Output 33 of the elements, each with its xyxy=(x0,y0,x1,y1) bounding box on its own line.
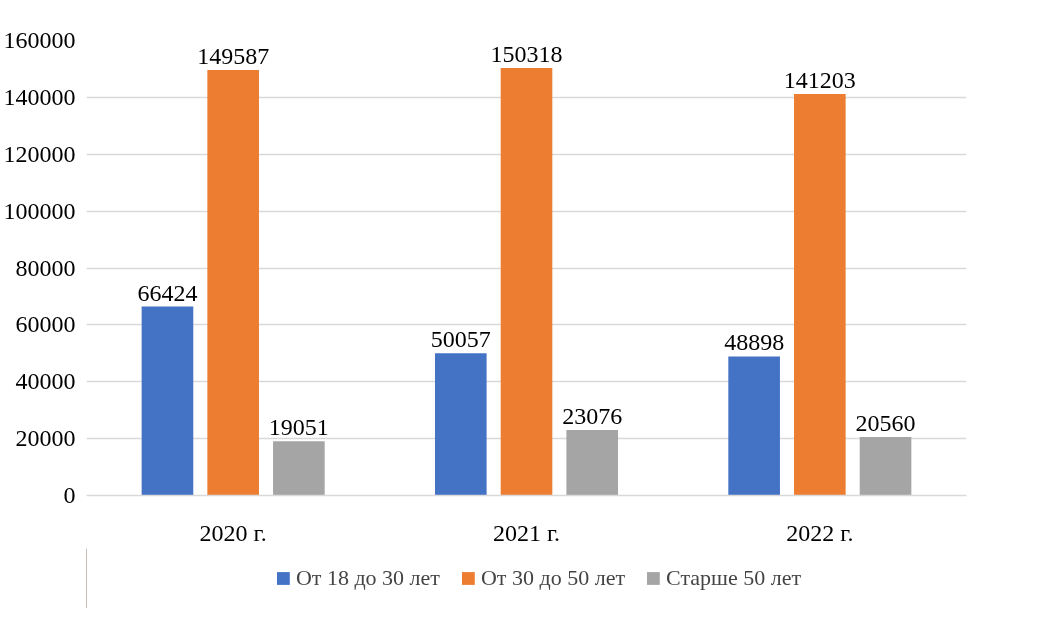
bar xyxy=(207,70,259,496)
data-label: 20560 xyxy=(855,410,916,437)
bar xyxy=(273,441,325,496)
y-tick-label: 20000 xyxy=(15,425,76,452)
bar xyxy=(566,429,619,496)
bar xyxy=(794,93,846,496)
data-label: 141203 xyxy=(783,66,856,93)
data-label: 23076 xyxy=(562,402,623,429)
y-tick-label: 60000 xyxy=(15,311,76,338)
y-tick-label: 80000 xyxy=(15,254,76,281)
bar xyxy=(141,306,194,496)
y-tick-label: 100000 xyxy=(3,197,76,224)
y-tick-label: 120000 xyxy=(3,140,76,167)
data-label: 66424 xyxy=(137,279,198,306)
y-tick-label: 160000 xyxy=(3,27,76,53)
legend-label: Старше 50 лет xyxy=(666,565,802,591)
bar xyxy=(728,356,780,496)
data-label: 48898 xyxy=(724,329,785,356)
x-tick-label: 2022 г. xyxy=(786,519,854,546)
data-label: 150318 xyxy=(490,41,563,68)
y-tick-label: 140000 xyxy=(3,83,76,110)
y-tick-label: 0 xyxy=(63,482,76,508)
bar xyxy=(434,353,487,496)
bar xyxy=(500,68,553,496)
data-label: 19051 xyxy=(268,414,329,441)
x-tick-label: 2020 г. xyxy=(199,519,267,546)
x-tick-label: 2021 г. xyxy=(492,519,561,546)
bar xyxy=(859,437,912,496)
y-tick-label: 40000 xyxy=(15,368,76,395)
legend-label: От 30 до 50 лет xyxy=(480,565,626,591)
data-label: 149587 xyxy=(197,43,270,70)
legend-label: От 18 до 30 лет xyxy=(295,565,440,591)
data-label: 50057 xyxy=(430,326,491,353)
